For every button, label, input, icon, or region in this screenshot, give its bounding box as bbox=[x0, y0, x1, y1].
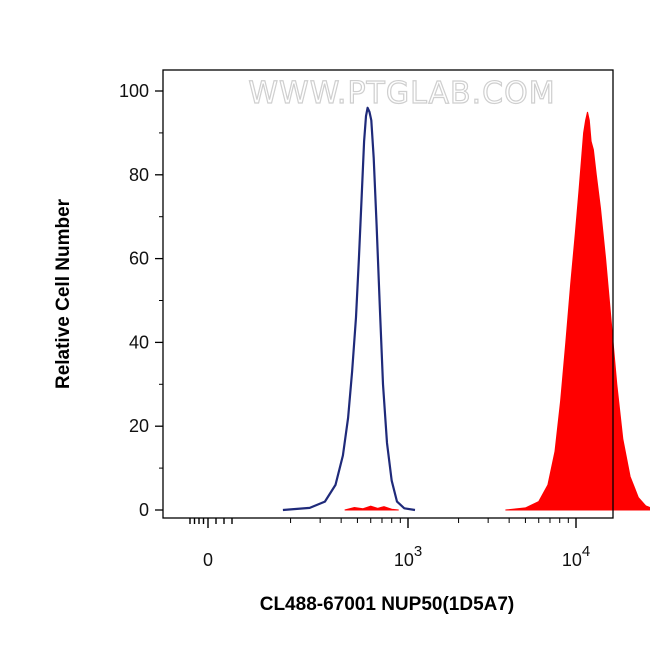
y-tick-label-0: 0 bbox=[139, 500, 149, 520]
y-tick-label-40: 40 bbox=[129, 332, 149, 352]
x-axis-title: CL488-67001 NUP50(1D5A7) bbox=[260, 594, 515, 615]
y-tick-label-100: 100 bbox=[119, 81, 149, 101]
axes-layer bbox=[155, 69, 614, 528]
histogram-fill-2 bbox=[344, 505, 399, 511]
plot-frame bbox=[162, 69, 614, 519]
x-tick-label-104: 104 bbox=[562, 543, 590, 570]
histogram-line-0 bbox=[282, 106, 416, 512]
y-axis-title: Relative Cell Number bbox=[53, 198, 74, 389]
histogram-fill-1 bbox=[505, 111, 650, 511]
y-tick-label-60: 60 bbox=[129, 249, 149, 269]
labels-layer: 0 20 40 60 80 100 0 103 104 bbox=[119, 81, 590, 570]
x-tick-label-0: 0 bbox=[203, 550, 213, 570]
watermark-text: WWW.PTGLAB.COM bbox=[248, 76, 555, 111]
y-tick-label-80: 80 bbox=[129, 165, 149, 185]
series-layer bbox=[282, 106, 650, 512]
x-tick-label-103: 103 bbox=[394, 543, 422, 570]
y-tick-label-20: 20 bbox=[129, 416, 149, 436]
